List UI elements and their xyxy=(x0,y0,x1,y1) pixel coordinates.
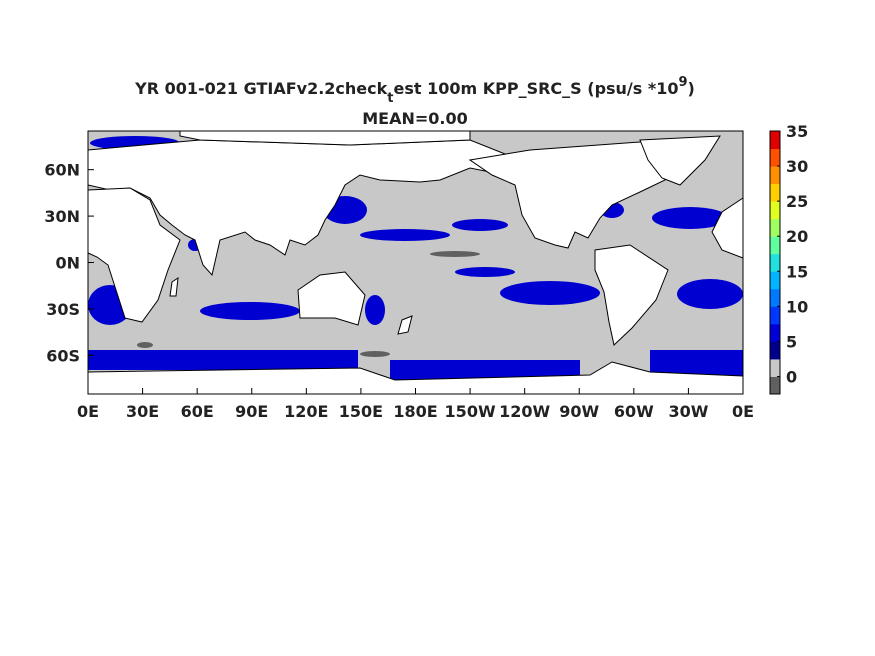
gray-patch xyxy=(360,351,390,357)
colorbar-band xyxy=(770,236,780,255)
x-tick-label: 30W xyxy=(668,402,708,421)
blue-patch xyxy=(500,281,600,305)
x-tick-label: 90E xyxy=(235,402,268,421)
y-tick-label: 30S xyxy=(46,300,80,319)
blue-patch xyxy=(455,267,515,277)
blue-patch xyxy=(200,302,300,320)
colorbar-tick-label: 15 xyxy=(786,262,808,281)
eurasia xyxy=(87,139,517,277)
colorbar-band xyxy=(770,201,780,220)
x-tick-label: 150W xyxy=(445,402,496,421)
colorbar-tick-label: 30 xyxy=(786,157,808,176)
subtitle: MEAN=0.00 xyxy=(362,109,468,128)
colorbar-band xyxy=(770,131,780,150)
colorbar-band xyxy=(770,183,780,202)
colorbar-tick-label: 35 xyxy=(786,122,808,141)
x-tick-label: 60W xyxy=(614,402,654,421)
colorbar-tick-label: 20 xyxy=(786,227,808,246)
colorbar-band xyxy=(770,271,780,290)
colorbar-band xyxy=(770,376,780,395)
new-zealand xyxy=(397,315,413,335)
title-part: est 100m KPP_SRC_S (psu/s *10 xyxy=(393,79,678,98)
colorbar-band xyxy=(770,148,780,167)
colorbar-band xyxy=(770,323,780,342)
y-tick-label: 60N xyxy=(44,161,80,180)
colorbar-tick-label: 10 xyxy=(786,297,808,316)
y-tick-label: 60S xyxy=(46,346,80,365)
colorbar-tick-label: 25 xyxy=(786,192,808,211)
map xyxy=(87,130,744,395)
title-part: ) xyxy=(688,79,695,98)
blue-patch xyxy=(677,279,743,309)
blue-patch xyxy=(652,207,728,229)
colorbar-tick-label: 5 xyxy=(786,332,797,351)
colorbar-band xyxy=(770,306,780,325)
title-superscript: 9 xyxy=(679,75,688,90)
x-tick-label: 120W xyxy=(499,402,550,421)
y-tick-label: 0N xyxy=(55,254,80,273)
colorbar-tick-label: 0 xyxy=(786,367,797,386)
gray-patch xyxy=(137,342,153,348)
colorbar-band xyxy=(770,358,780,377)
africa xyxy=(87,187,181,323)
south-america xyxy=(594,244,669,346)
colorbar-band xyxy=(770,288,780,307)
blue-patch xyxy=(452,219,508,231)
colorbar-band xyxy=(770,218,780,237)
madagascar xyxy=(169,276,179,297)
title: YR 001-021 GTIAFv2.2checktest 100m KPP_S… xyxy=(134,75,695,106)
colorbar-frame xyxy=(769,130,781,395)
colorbar: 0 5 10 15 20 25 30 35 xyxy=(769,122,808,395)
australia xyxy=(297,271,366,326)
x-tick-label: 60E xyxy=(181,402,214,421)
colorbar-band xyxy=(770,253,780,272)
colorbar-band xyxy=(770,341,780,360)
blue-patch xyxy=(88,350,358,370)
gray-patch xyxy=(430,251,480,257)
x-tick-label: 180E xyxy=(393,402,437,421)
x-tick-label: 0E xyxy=(732,402,754,421)
x-tick-label: 30E xyxy=(126,402,159,421)
blue-patch xyxy=(360,229,450,241)
blue-patch xyxy=(390,360,580,380)
y-tick-label: 30N xyxy=(44,207,80,226)
colorbar-band xyxy=(770,166,780,185)
title-subscript: t xyxy=(387,91,393,106)
x-tick-label: 120E xyxy=(284,402,328,421)
x-tick-label: 0E xyxy=(77,402,99,421)
x-tick-label: 150E xyxy=(339,402,383,421)
title-part: YR 001-021 GTIAFv2.2check xyxy=(134,79,388,98)
x-tick-label: 90W xyxy=(559,402,599,421)
greenland xyxy=(639,135,721,186)
blue-patch xyxy=(365,295,385,325)
